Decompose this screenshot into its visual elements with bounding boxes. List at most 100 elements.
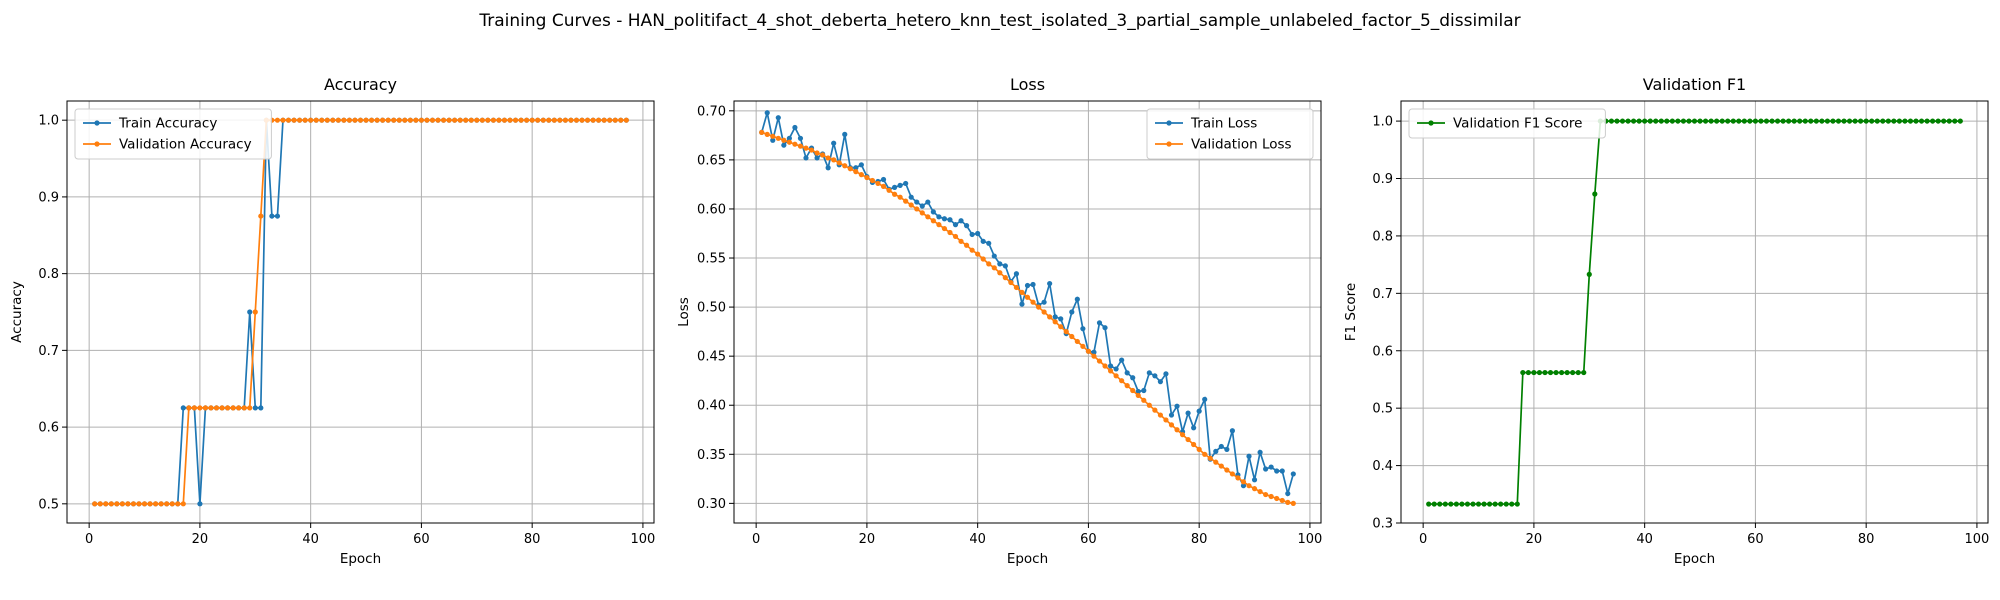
data-point (781, 137, 787, 143)
data-point (435, 117, 441, 123)
data-point (402, 117, 408, 123)
data-point (1279, 497, 1285, 504)
data-point (1290, 500, 1296, 506)
data-point (396, 117, 402, 123)
data-point (1191, 441, 1197, 448)
data-point (986, 261, 992, 267)
data-point (858, 162, 864, 168)
data-point (991, 253, 997, 259)
data-point (158, 501, 164, 507)
data-point (869, 177, 876, 184)
data-point (1525, 369, 1531, 376)
data-point (1096, 320, 1103, 326)
data-point (335, 117, 341, 123)
data-point (1047, 280, 1053, 287)
series-line-1 (761, 131, 1294, 505)
data-point (1453, 501, 1459, 507)
data-point (903, 198, 909, 204)
data-point (952, 222, 959, 228)
data-point (1257, 449, 1263, 455)
data-point (1935, 118, 1941, 124)
data-point (446, 117, 452, 123)
y-tick-label: 0.3 (1372, 517, 1393, 532)
data-point (781, 142, 787, 148)
data-point (880, 183, 887, 189)
data-point (1113, 366, 1119, 372)
legend-box (74, 108, 272, 160)
data-point (1019, 301, 1025, 307)
data-point (875, 180, 881, 187)
data-point (853, 165, 859, 171)
data-point (986, 240, 992, 246)
data-point (119, 501, 125, 507)
data-point (1013, 271, 1020, 277)
data-point (136, 501, 142, 507)
data-point (1058, 324, 1064, 330)
y-axis-label: F1 Score (1343, 283, 1359, 341)
data-point (1664, 118, 1670, 124)
data-point (557, 117, 563, 123)
data-point (1835, 118, 1842, 124)
data-point (1052, 314, 1058, 320)
y-tick-label: 0.70 (697, 104, 726, 119)
legend: Train Loss Validation Loss (1146, 108, 1314, 160)
data-point (792, 141, 798, 147)
x-tick-label: 60 (1747, 532, 1764, 547)
data-point (385, 117, 391, 123)
data-point (596, 117, 602, 123)
data-point (1290, 471, 1296, 477)
data-point (1780, 118, 1786, 124)
data-point (1536, 369, 1543, 376)
data-point (1625, 118, 1631, 124)
data-point (997, 261, 1003, 267)
data-point (831, 140, 837, 146)
data-point (1852, 118, 1858, 124)
data-point (1758, 118, 1764, 124)
data-point (1069, 333, 1075, 340)
data-point (1168, 422, 1175, 428)
data-point (141, 501, 148, 507)
y-tick-label: 0.6 (1372, 344, 1393, 359)
data-point (236, 405, 242, 411)
legend-box (1146, 108, 1314, 160)
data-point (808, 147, 815, 153)
data-point (1858, 118, 1864, 124)
data-point (169, 501, 175, 507)
y-tick-label: 0.6 (38, 421, 59, 436)
data-point (1085, 348, 1092, 354)
data-point (891, 184, 898, 190)
data-point (1498, 501, 1504, 507)
data-point (936, 222, 942, 228)
data-point (1475, 501, 1482, 507)
data-point (391, 117, 397, 123)
data-point (1263, 491, 1269, 498)
data-point (908, 202, 914, 208)
data-point (1146, 370, 1152, 376)
data-point (903, 180, 909, 187)
data-point (1251, 486, 1258, 492)
data-point (1708, 118, 1714, 124)
data-point (191, 405, 197, 411)
x-tick-label: 80 (524, 532, 541, 547)
x-tick-label: 40 (1636, 532, 1653, 547)
data-point (308, 117, 314, 123)
data-point (1152, 373, 1158, 379)
data-point (440, 117, 447, 123)
data-point (584, 117, 591, 123)
data-point (1024, 294, 1031, 300)
data-point (803, 155, 809, 161)
series-line-0 (94, 119, 627, 505)
data-point (1013, 284, 1020, 291)
data-point (114, 501, 120, 507)
data-point (1174, 403, 1180, 409)
data-point (803, 145, 809, 151)
data-point (1691, 118, 1698, 124)
y-tick-label: 1.0 (38, 114, 59, 129)
data-point (1642, 118, 1648, 124)
data-point (891, 191, 898, 197)
data-point (1096, 358, 1103, 364)
data-point (1246, 453, 1252, 459)
data-point (529, 117, 535, 123)
data-point (1168, 412, 1175, 418)
data-point (941, 225, 948, 232)
